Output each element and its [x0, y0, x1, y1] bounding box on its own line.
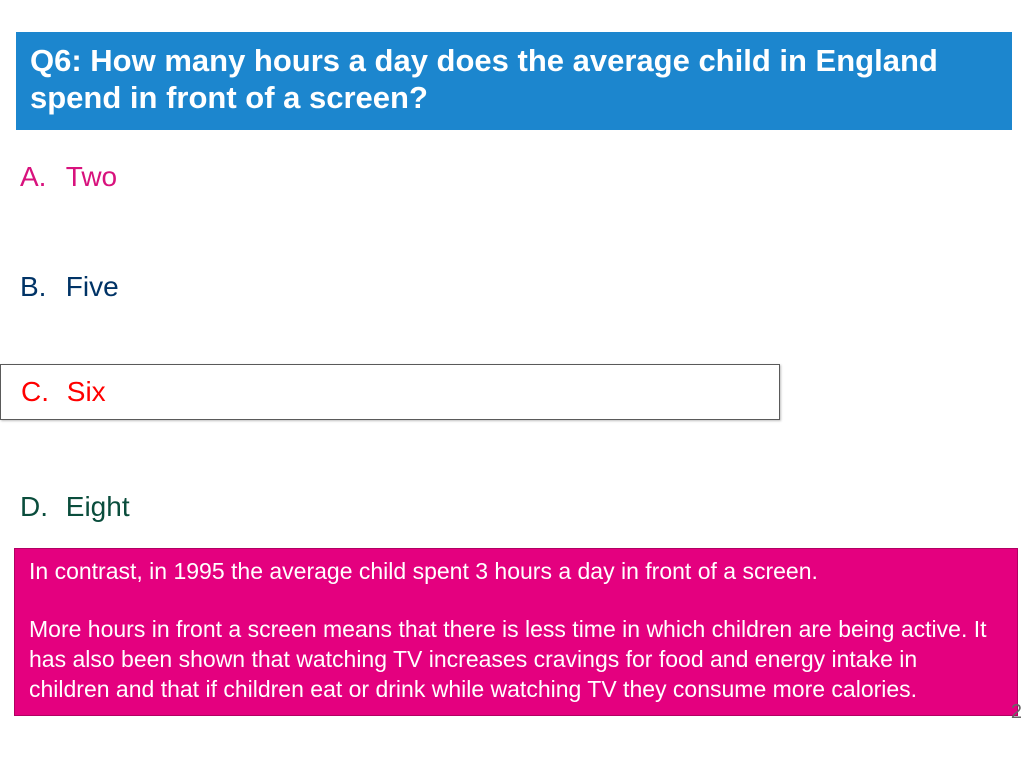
info-box: In contrast, in 1995 the average child s…: [14, 548, 1018, 716]
info-paragraph-1: In contrast, in 1995 the average child s…: [29, 557, 1003, 587]
option-c-selected[interactable]: C. Six: [0, 364, 780, 420]
option-b-letter: B.: [20, 270, 50, 304]
option-a-label: Two: [58, 160, 117, 194]
option-c-label: Six: [59, 375, 106, 409]
option-b-label: Five: [58, 270, 119, 304]
option-d-label: Eight: [58, 490, 130, 524]
option-d[interactable]: D. Eight: [20, 480, 780, 534]
option-a[interactable]: A. Two: [20, 150, 780, 204]
option-a-letter: A.: [20, 160, 50, 194]
option-c-letter: C.: [21, 375, 51, 409]
option-b[interactable]: B. Five: [20, 260, 780, 314]
option-d-letter: D.: [20, 490, 50, 524]
question-text: Q6: How many hours a day does the averag…: [30, 42, 998, 116]
question-bar: Q6: How many hours a day does the averag…: [16, 32, 1012, 130]
page-number: 2: [1011, 701, 1022, 724]
quiz-slide: Q6: How many hours a day does the averag…: [0, 0, 1024, 768]
info-paragraph-2: More hours in front a screen means that …: [29, 615, 1003, 705]
